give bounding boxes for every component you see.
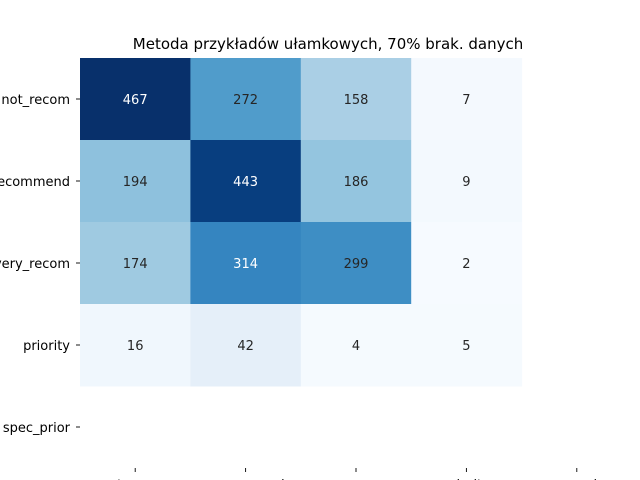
heatmap-cell (80, 304, 191, 387)
cell-value-label: 272 (233, 93, 258, 108)
heatmap-cell (190, 58, 302, 141)
cell-value-label: 443 (233, 175, 258, 190)
heatmap-cell (411, 58, 523, 141)
x-tick-label: very_recom (318, 478, 394, 480)
cell-value-label: 2 (462, 257, 470, 272)
cell-value-label: 4 (352, 339, 360, 354)
y-tick-label: priority (23, 339, 70, 354)
cell-value-label: 16 (127, 339, 144, 354)
heatmap-cell (190, 140, 302, 223)
x-tick-label: priority (443, 478, 490, 480)
y-axis: not_recom recommend very_recom priority spec… (0, 93, 80, 436)
y-tick-label: very_recom (0, 257, 70, 272)
heatmap-cell (411, 304, 523, 387)
cell-value-label: 314 (233, 257, 258, 272)
y-tick-label: recommend (0, 175, 70, 190)
cell-value-label: 158 (344, 93, 369, 108)
heatmap-cell (80, 140, 191, 223)
x-tick-label: not_recom (101, 478, 170, 480)
cell-value-label: 42 (237, 339, 254, 354)
heatmap-cell (411, 222, 523, 305)
x-tick-label: spec_prior (543, 478, 611, 480)
y-tick-label: not_recom (1, 93, 70, 108)
cell-value-label: 186 (344, 175, 369, 190)
cell-value-label: 9 (462, 175, 470, 190)
heatmap-cell (80, 222, 191, 305)
heatmap-cell (80, 58, 191, 141)
cell-value-label: 299 (344, 257, 369, 272)
heatmap-cell (190, 222, 302, 305)
cell-value-label: 194 (123, 175, 148, 190)
heatmap-cell (300, 222, 412, 305)
heatmap-cell (300, 58, 412, 141)
chart-title: Metoda przykładów ułamkowych, 70% brak. … (133, 35, 523, 53)
cell-value-label: 5 (462, 339, 470, 354)
cell-value-label: 467 (123, 93, 148, 108)
heatmap-cell-labels: 467 272 158 7 194 443 186 9 174 314 299 2 16 42 4 5 (123, 93, 471, 354)
x-axis: not_recom recommend very_recom priority spec… (101, 468, 611, 480)
y-tick-label: spec_prior (3, 421, 71, 436)
heatmap-cell (411, 140, 523, 223)
cell-value-label: 174 (123, 257, 148, 272)
heatmap-cell (300, 304, 412, 387)
heatmap-cells (80, 58, 523, 387)
heatmap-cell (300, 140, 412, 223)
x-tick-label: recommend (207, 478, 285, 480)
cell-value-label: 7 (462, 93, 470, 108)
heatmap-cell (190, 304, 302, 387)
